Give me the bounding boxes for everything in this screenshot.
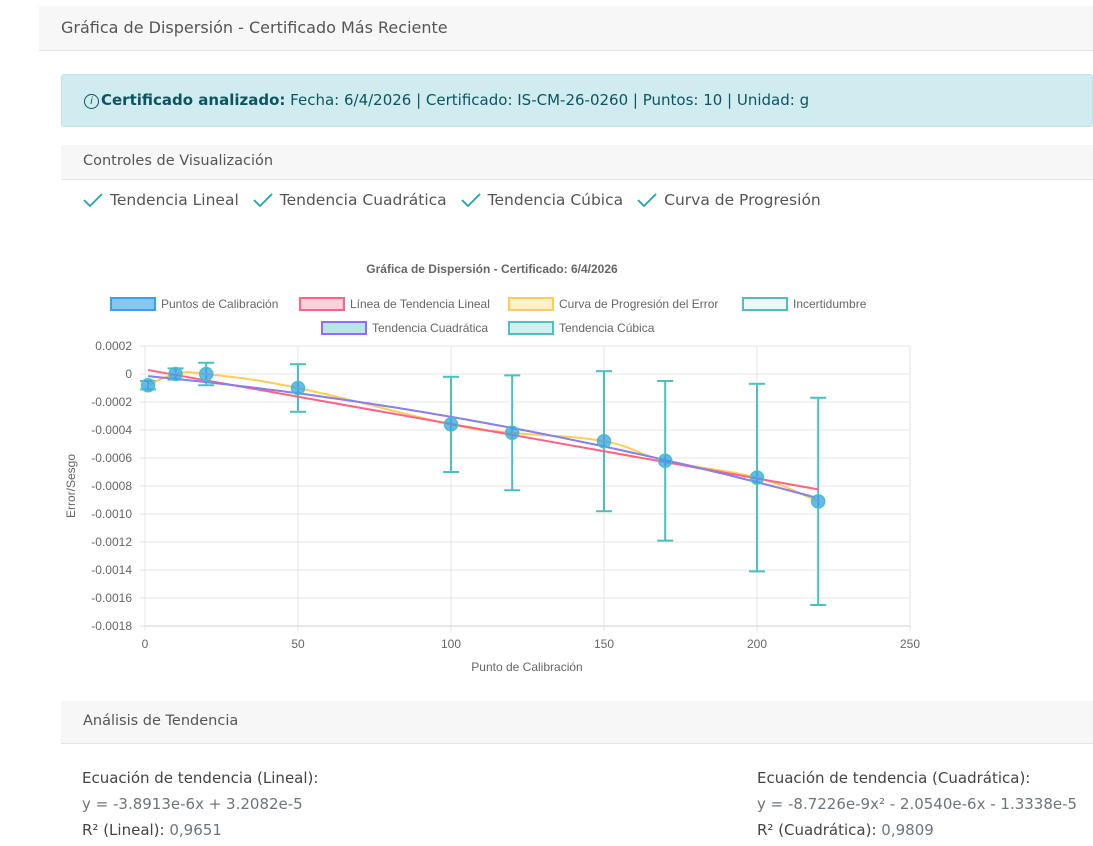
- legend-label: Línea de Tendencia Lineal: [350, 297, 490, 311]
- toggle-progression[interactable]: Curva de Progresión: [636, 188, 821, 212]
- cubic-trend-line: [148, 375, 816, 499]
- quadratic-equation-block: Ecuación de tendencia (Cuadrática): y = …: [757, 765, 1077, 843]
- calibration-point: [290, 380, 306, 396]
- analysis-header: Análisis de Tendencia: [61, 701, 1093, 744]
- toggle-linear[interactable]: Tendencia Lineal: [82, 188, 239, 212]
- check-icon: [83, 193, 103, 208]
- legend-label: Incertidumbre: [793, 297, 867, 311]
- check-icon: [253, 193, 273, 208]
- linear-eq-title: Ecuación de tendencia (Lineal):: [82, 769, 319, 787]
- alert-text: Fecha: 6/4/2026 | Certificado: IS-CM-26-…: [290, 91, 810, 109]
- calibration-point: [443, 417, 459, 432]
- y-tick-label: -0.0016: [91, 591, 132, 605]
- info-icon: i: [84, 94, 99, 109]
- scatter-chart: Gráfica de Dispersión - Certificado: 6/4…: [64, 262, 920, 674]
- y-tick-label: -0.0006: [91, 451, 132, 465]
- check-icon: [461, 193, 481, 208]
- legend-swatch: [299, 297, 345, 311]
- controls-header: Controles de Visualización: [61, 145, 1093, 180]
- legend-swatch: [321, 321, 367, 335]
- quadratic-eq-title: Ecuación de tendencia (Cuadrática):: [757, 769, 1031, 787]
- calibration-point: [657, 453, 673, 469]
- x-tick-label: 100: [441, 637, 461, 651]
- page-title: Gráfica de Dispersión - Certificado Más …: [61, 18, 448, 37]
- chart-title: Gráfica de Dispersión - Certificado: 6/4…: [366, 262, 618, 276]
- toggle-quadratic-label: Tendencia Cuadrática: [279, 191, 447, 209]
- legend-swatch: [110, 297, 156, 311]
- check-icon: [637, 193, 657, 208]
- toggle-cubic-label: Tendencia Cúbica: [487, 191, 624, 209]
- calibration-point: [596, 433, 612, 449]
- y-tick-label: 0: [125, 367, 132, 381]
- legend-label: Curva de Progresión del Error: [559, 297, 718, 311]
- linear-r2-value: 0,9651: [169, 821, 222, 839]
- y-tick-label: -0.0008: [91, 479, 132, 493]
- info-alert: i Certificado analizado: Fecha: 6/4/2026 …: [61, 74, 1093, 127]
- card-header: Gráfica de Dispersión - Certificado Más …: [39, 6, 1093, 51]
- quadratic-r2-value: 0,9809: [881, 821, 934, 839]
- linear-r2: R² (Lineal): 0,9651: [82, 817, 318, 843]
- controls-title: Controles de Visualización: [83, 153, 274, 169]
- calibration-point: [168, 366, 183, 382]
- trend-toggles: Tendencia Lineal Tendencia Cuadrática Te…: [82, 188, 821, 212]
- calibration-point: [810, 494, 826, 509]
- linear-r2-label: R² (Lineal):: [82, 821, 165, 839]
- x-axis-label: Punto de Calibración: [471, 660, 582, 674]
- linear-eq-formula: y = -3.8913e-6x + 3.2082e-5: [82, 795, 303, 813]
- calibration-point: [198, 366, 214, 382]
- calibration-point: [504, 425, 520, 441]
- calibration-point: [140, 377, 156, 393]
- legend-swatch: [508, 321, 554, 335]
- toggle-cubic[interactable]: Tendencia Cúbica: [460, 188, 623, 212]
- analysis-title: Análisis de Tendencia: [83, 713, 239, 729]
- x-tick-label: 0: [142, 637, 149, 651]
- quadratic-r2: R² (Cuadrática): 0,9809: [757, 817, 1077, 843]
- y-tick-label: -0.0018: [91, 619, 132, 633]
- x-tick-label: 200: [747, 637, 767, 651]
- y-tick-label: -0.0010: [91, 507, 132, 521]
- y-tick-label: -0.0002: [91, 395, 132, 409]
- toggle-progression-label: Curva de Progresión: [664, 191, 821, 209]
- toggle-linear-label: Tendencia Lineal: [110, 191, 239, 209]
- legend-label: Tendencia Cuadrática: [372, 321, 488, 335]
- legend-swatch: [508, 297, 554, 311]
- alert-label: Certificado analizado:: [101, 91, 286, 109]
- y-tick-label: -0.0012: [91, 535, 132, 549]
- toggle-quadratic[interactable]: Tendencia Cuadrática: [252, 188, 447, 212]
- legend-swatch: [742, 297, 788, 311]
- progression-curve: [147, 371, 819, 503]
- x-tick-label: 50: [291, 637, 305, 651]
- quadratic-trend-line: [147, 375, 816, 499]
- legend-label: Puntos de Calibración: [161, 297, 278, 311]
- legend-label: Tendencia Cúbica: [559, 321, 655, 335]
- quadratic-eq-formula: y = -8.7226e-9x² - 2.0540e-6x - 1.3338e-…: [757, 795, 1078, 813]
- quadratic-r2-label: R² (Cuadrática):: [757, 821, 877, 839]
- y-tick-label: -0.0004: [91, 423, 132, 437]
- linear-equation-block: Ecuación de tendencia (Lineal): y = -3.8…: [82, 765, 318, 843]
- y-tick-label: -0.0014: [91, 563, 132, 577]
- y-axis-label: Error/Sesgo: [64, 454, 78, 518]
- x-tick-label: 250: [900, 637, 920, 651]
- calibration-point: [749, 470, 765, 485]
- y-tick-label: 0.0002: [95, 339, 132, 353]
- x-tick-label: 150: [594, 637, 614, 651]
